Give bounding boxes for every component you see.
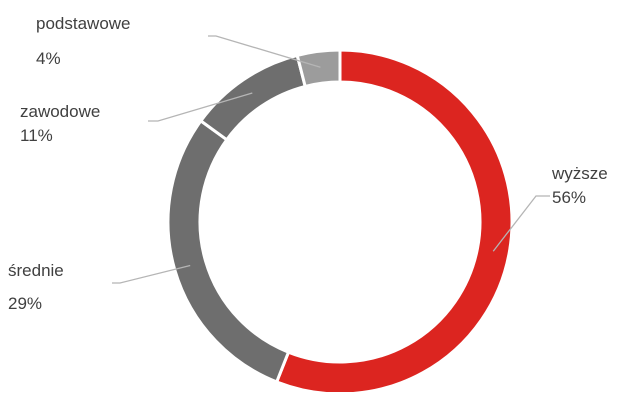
leader-line-1 xyxy=(112,264,191,284)
slice-category-label-podstawowe: podstawowe xyxy=(36,14,131,33)
leader-line-3 xyxy=(208,35,321,68)
leader-line-2 xyxy=(148,92,253,122)
slice-value-label-wyzsze: 56% xyxy=(552,188,586,207)
donut-slices xyxy=(166,48,514,396)
donut-slice-2 xyxy=(198,53,308,142)
leader-line-0 xyxy=(492,195,550,252)
slice-category-label-wyzsze: wyższe xyxy=(551,164,608,183)
data-labels: wyższe 56% średnie 29% zawodowe 11% pods… xyxy=(8,14,608,313)
slice-value-label-zawodowe: 11% xyxy=(20,126,53,145)
slice-value-label-podstawowe: 4% xyxy=(36,49,61,68)
leader-lines xyxy=(112,35,550,284)
donut-slice-0 xyxy=(274,48,514,396)
slice-category-label-zawodowe: zawodowe xyxy=(20,102,100,121)
donut-slice-3 xyxy=(295,48,342,89)
slice-value-label-srednie: 29% xyxy=(8,294,42,313)
slice-category-label-srednie: średnie xyxy=(8,261,64,280)
donut-slice-1 xyxy=(166,118,291,384)
